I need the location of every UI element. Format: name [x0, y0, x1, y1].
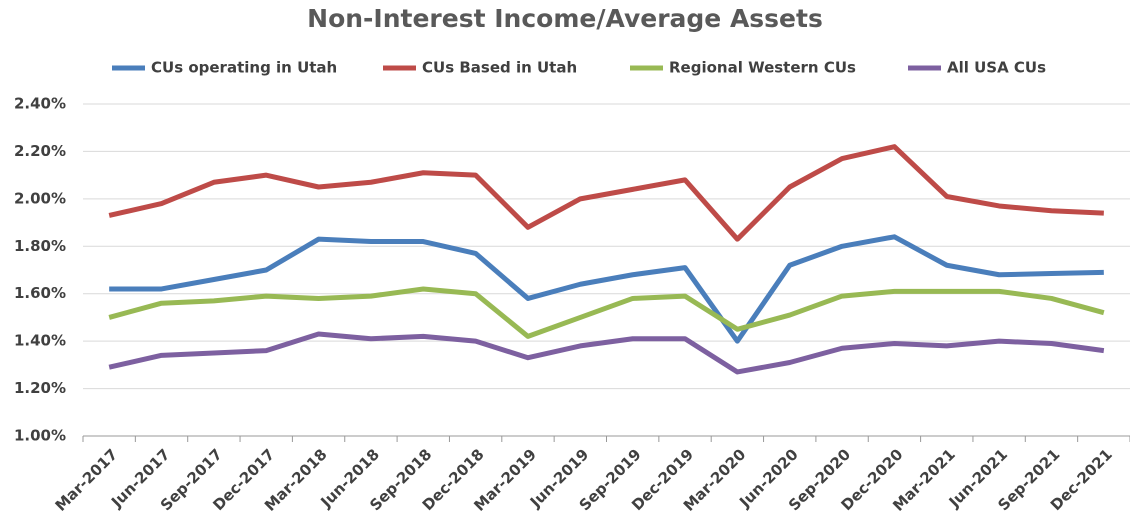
- y-tick-label: 1.80%: [14, 237, 66, 255]
- chart-title: Non-Interest Income/Average Assets: [307, 4, 823, 33]
- legend-label: CUs operating in Utah: [151, 59, 337, 77]
- legend-label: All USA CUs: [947, 59, 1046, 77]
- series-line: [108, 286, 1105, 339]
- series-line: [108, 331, 1105, 375]
- y-tick-label: 1.60%: [14, 284, 66, 302]
- series-line: [109, 234, 1104, 344]
- y-tick-label: 1.40%: [14, 332, 66, 350]
- y-tick-label: 2.40%: [14, 95, 66, 113]
- legend-label: Regional Western CUs: [669, 59, 856, 77]
- y-tick-label: 1.00%: [14, 427, 66, 445]
- y-tick-label: 1.20%: [14, 379, 66, 397]
- legend-label: CUs Based in Utah: [422, 59, 577, 77]
- y-tick-label: 2.00%: [14, 189, 66, 207]
- y-tick-label: 2.20%: [14, 142, 66, 160]
- x-tick-label: Mar-2017: [52, 445, 122, 515]
- series-line: [108, 144, 1104, 242]
